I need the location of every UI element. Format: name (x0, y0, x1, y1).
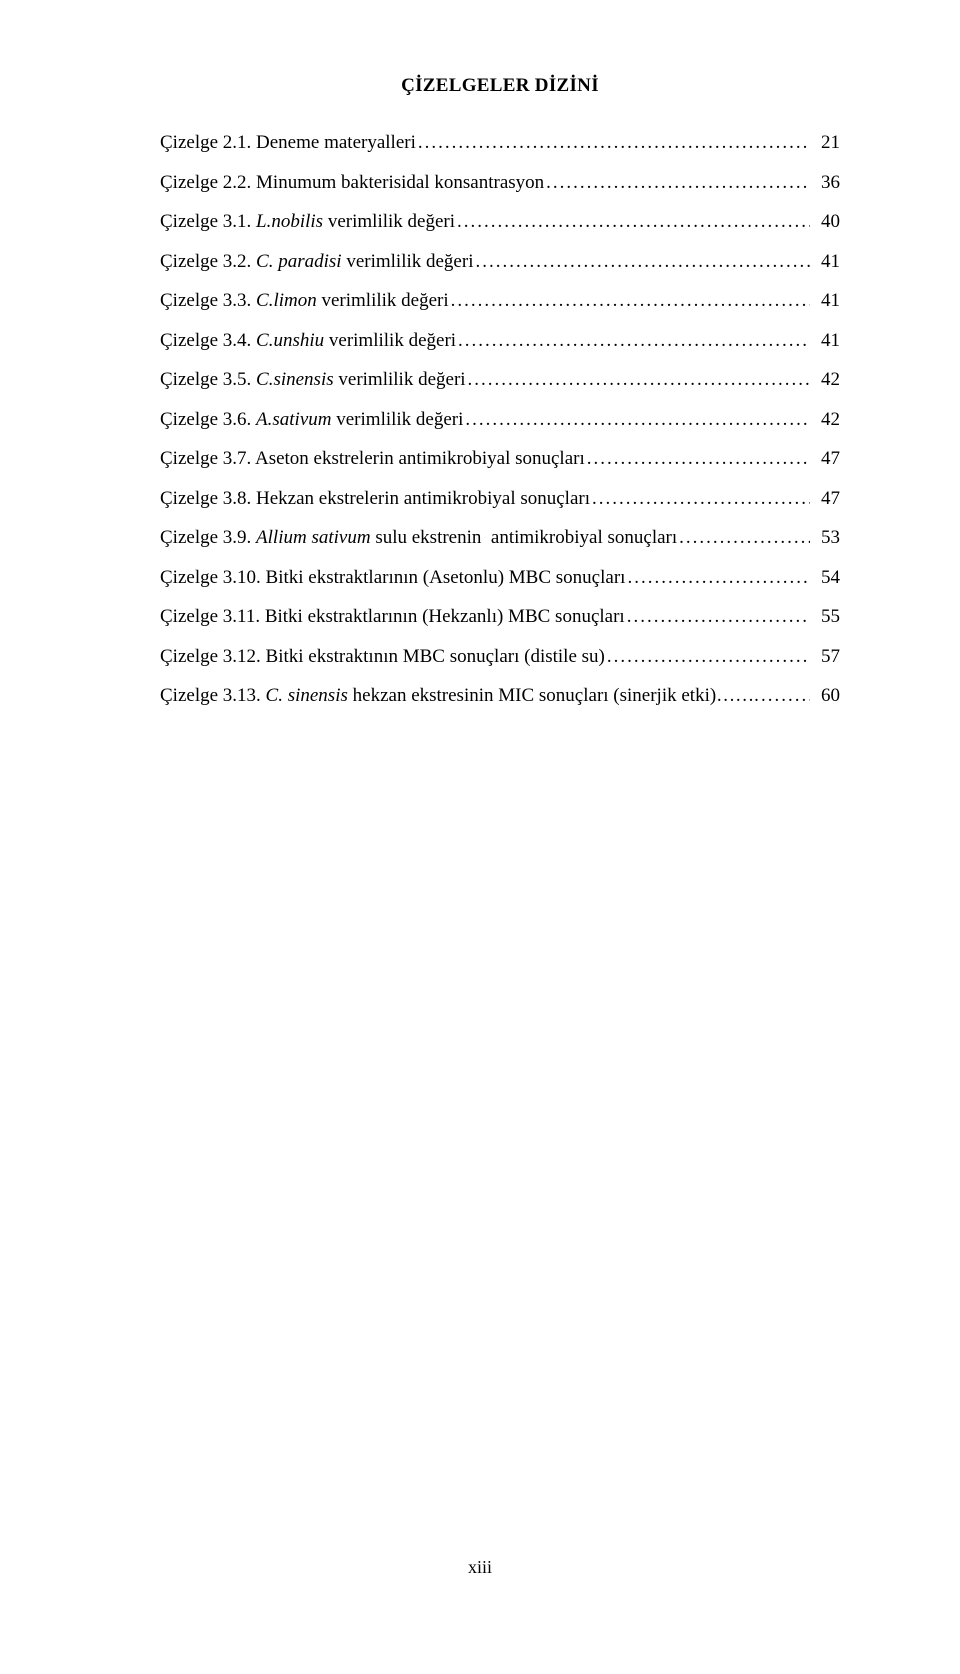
toc-entry-label: Çizelge 3.4. C.unshiu verimlilik değeri (160, 331, 456, 350)
toc-page-number: 41 (810, 252, 840, 271)
toc-entry-text: Çizelge 3.9. (160, 527, 256, 548)
toc-entry-text: verimlilik değeri (324, 330, 456, 351)
toc-entry-italic: C. paradisi (256, 251, 342, 272)
toc-leader-dots: ........................................… (605, 647, 810, 666)
table-of-contents: Çizelge 2.1. Deneme materyalleri........… (160, 133, 840, 705)
toc-row: Çizelge 3.4. C.unshiu verimlilik değeri.… (160, 331, 840, 350)
toc-entry-italic: Allium sativum (256, 527, 371, 548)
toc-entry-text: Çizelge 3.7. Aseton ekstrelerin antimikr… (160, 448, 585, 469)
toc-entry-label: Çizelge 3.7. Aseton ekstrelerin antimikr… (160, 449, 585, 468)
toc-entry-italic: C.unshiu (256, 330, 324, 351)
toc-entry-text: Çizelge 3.12. Bitki ekstraktının MBC son… (160, 646, 605, 667)
toc-leader-dots: ........................................… (625, 607, 810, 626)
toc-entry-text: verimlilik değeri (317, 290, 449, 311)
toc-row: Çizelge 3.6. A.sativum verimlilik değeri… (160, 410, 840, 429)
toc-row: Çizelge 3.3. C.limon verimlilik değeri..… (160, 291, 840, 310)
toc-entry-italic: C.sinensis (256, 369, 334, 390)
toc-entry-italic: C. sinensis (266, 685, 348, 706)
toc-row: Çizelge 3.5. C.sinensis verimlilik değer… (160, 370, 840, 389)
toc-entry-text: verimlilik değeri (323, 211, 455, 232)
toc-page-number: 21 (810, 133, 840, 152)
toc-entry-label: Çizelge 3.3. C.limon verimlilik değeri (160, 291, 449, 310)
toc-entry-label: Çizelge 3.2. C. paradisi verimlilik değe… (160, 252, 473, 271)
toc-leader-dots: ........................................… (456, 331, 810, 350)
toc-entry-label: Çizelge 2.2. Minumum bakterisidal konsan… (160, 173, 544, 192)
toc-page-number: 47 (810, 449, 840, 468)
toc-row: Çizelge 3.7. Aseton ekstrelerin antimikr… (160, 449, 840, 468)
toc-entry-text: Çizelge 3.13. (160, 685, 266, 706)
toc-page-number: 57 (810, 647, 840, 666)
toc-entry-text: Çizelge 2.1. Deneme materyalleri (160, 132, 416, 153)
toc-entry-label: Çizelge 2.1. Deneme materyalleri (160, 133, 416, 152)
toc-row: Çizelge 3.1. L.nobilis verimlilik değeri… (160, 212, 840, 231)
toc-entry-text: sulu ekstrenin antimikrobiyal sonuçları (371, 527, 678, 548)
toc-entry-label: Çizelge 3.13. C. sinensis hekzan ekstres… (160, 686, 759, 705)
toc-page-number: 40 (810, 212, 840, 231)
toc-row: Çizelge 3.10. Bitki ekstraktlarının (Ase… (160, 568, 840, 587)
toc-entry-label: Çizelge 3.11. Bitki ekstraktlarının (Hek… (160, 607, 625, 626)
toc-leader-dots: ........................................… (466, 370, 810, 389)
toc-leader-dots: ........................................… (473, 252, 810, 271)
toc-leader-dots: ........................................… (416, 133, 810, 152)
toc-entry-text: Çizelge 3.8. Hekzan ekstrelerin antimikr… (160, 488, 590, 509)
toc-entry-label: Çizelge 3.12. Bitki ekstraktının MBC son… (160, 647, 605, 666)
toc-leader-dots: ........................................… (455, 212, 810, 231)
toc-leader-dots: ........................................… (625, 568, 810, 587)
toc-leader-dots: ........................................… (585, 449, 810, 468)
toc-row: Çizelge 2.2. Minumum bakterisidal konsan… (160, 173, 840, 192)
toc-page-number: 42 (810, 370, 840, 389)
toc-page-number: 41 (810, 291, 840, 310)
section-heading: ÇİZELGELER DİZİNİ (160, 75, 840, 97)
toc-leader-dots: ........................................… (463, 410, 810, 429)
toc-entry-text: Çizelge 3.6. (160, 409, 256, 430)
toc-row: Çizelge 3.11. Bitki ekstraktlarının (Hek… (160, 607, 840, 626)
toc-entry-text: Çizelge 3.1. (160, 211, 256, 232)
toc-entry-italic: L.nobilis (256, 211, 323, 232)
toc-entry-text: Çizelge 3.5. (160, 369, 256, 390)
toc-entry-label: Çizelge 3.10. Bitki ekstraktlarının (Ase… (160, 568, 625, 587)
toc-entry-label: Çizelge 3.6. A.sativum verimlilik değeri (160, 410, 463, 429)
toc-row: Çizelge 3.2. C. paradisi verimlilik değe… (160, 252, 840, 271)
toc-page-number: 42 (810, 410, 840, 429)
toc-leader-dots: ........................................… (590, 489, 810, 508)
toc-page-number: 41 (810, 331, 840, 350)
toc-leader-dots: ........................................… (759, 686, 810, 705)
toc-entry-label: Çizelge 3.9. Allium sativum sulu ekstren… (160, 528, 677, 547)
toc-page-number: 53 (810, 528, 840, 547)
toc-leader-dots: ........................................… (677, 528, 810, 547)
toc-entry-text: Çizelge 3.10. Bitki ekstraktlarının (Ase… (160, 567, 625, 588)
toc-entry-text: Çizelge 3.4. (160, 330, 256, 351)
toc-row: Çizelge 3.9. Allium sativum sulu ekstren… (160, 528, 840, 547)
toc-row: Çizelge 2.1. Deneme materyalleri........… (160, 133, 840, 152)
toc-entry-label: Çizelge 3.5. C.sinensis verimlilik değer… (160, 370, 466, 389)
toc-row: Çizelge 3.12. Bitki ekstraktının MBC son… (160, 647, 840, 666)
toc-entry-text: Çizelge 2.2. Minumum bakterisidal konsan… (160, 172, 544, 193)
toc-entry-italic: C.limon (256, 290, 317, 311)
toc-page-number: 47 (810, 489, 840, 508)
toc-page-number: 54 (810, 568, 840, 587)
toc-entry-text: Çizelge 3.3. (160, 290, 256, 311)
toc-entry-text: verimlilik değeri (334, 369, 466, 390)
toc-leader-dots: ........................................… (449, 291, 810, 310)
toc-entry-italic: A.sativum (256, 409, 331, 430)
toc-row: Çizelge 3.13. C. sinensis hekzan ekstres… (160, 686, 840, 705)
toc-entry-text: verimlilik değeri (342, 251, 474, 272)
toc-entry-text: hekzan ekstresinin MIC sonuçları (sinerj… (348, 685, 759, 706)
toc-leader-dots: ........................................… (544, 173, 810, 192)
toc-entry-text: verimlilik değeri (332, 409, 464, 430)
toc-page-number: 36 (810, 173, 840, 192)
page-number-footer: xiii (0, 1557, 960, 1578)
toc-entry-text: Çizelge 3.2. (160, 251, 256, 272)
toc-entry-text: Çizelge 3.11. Bitki ekstraktlarının (Hek… (160, 606, 625, 627)
toc-page-number: 55 (810, 607, 840, 626)
toc-page-number: 60 (810, 686, 840, 705)
page-content: ÇİZELGELER DİZİNİ Çizelge 2.1. Deneme ma… (0, 0, 960, 705)
toc-row: Çizelge 3.8. Hekzan ekstrelerin antimikr… (160, 489, 840, 508)
toc-entry-label: Çizelge 3.1. L.nobilis verimlilik değeri (160, 212, 455, 231)
toc-entry-label: Çizelge 3.8. Hekzan ekstrelerin antimikr… (160, 489, 590, 508)
